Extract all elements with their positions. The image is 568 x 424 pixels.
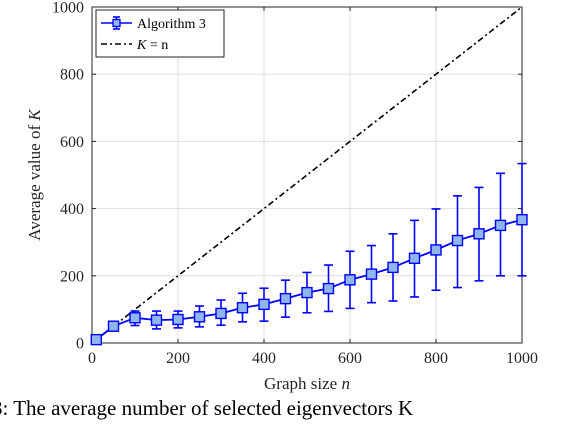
series-markers bbox=[90, 213, 528, 346]
x-axis-label: Graph size n bbox=[264, 374, 350, 393]
y-tick-label: 400 bbox=[60, 201, 84, 218]
data-point-marker bbox=[279, 292, 292, 305]
data-point-marker bbox=[322, 282, 335, 295]
x-tick-label: 600 bbox=[338, 350, 362, 367]
axis-ticks: 0 200 400 600 800 1000 0 200 400 600 800 1000 bbox=[52, 0, 538, 367]
y-tick-label: 800 bbox=[60, 67, 84, 84]
data-point-marker bbox=[129, 312, 141, 324]
data-point-marker bbox=[408, 252, 421, 265]
legend-label-algorithm-3: Algorithm 3 bbox=[137, 17, 206, 32]
data-point-marker bbox=[172, 313, 184, 326]
data-point-marker bbox=[90, 333, 103, 346]
data-point-marker bbox=[236, 302, 249, 314]
data-point-marker bbox=[494, 219, 507, 232]
data-point-marker bbox=[301, 286, 313, 299]
data-point-marker bbox=[473, 228, 485, 240]
x-tick-label: 800 bbox=[424, 350, 448, 367]
y-axis-label: Average value of K bbox=[25, 108, 44, 241]
figure-caption: 3: The average number of selected eigenv… bbox=[0, 396, 414, 420]
data-point-marker bbox=[430, 244, 442, 256]
x-tick-label: 200 bbox=[166, 350, 190, 367]
chart: 0 200 400 600 800 1000 0 200 400 600 800 1000 Graph… bbox=[25, 0, 538, 393]
data-point-marker bbox=[150, 314, 163, 326]
y-tick-label: 200 bbox=[60, 268, 84, 285]
data-point-marker bbox=[344, 274, 356, 286]
legend-box bbox=[95, 9, 225, 58]
data-point-marker bbox=[387, 261, 399, 274]
x-tick-label: 1000 bbox=[506, 350, 538, 367]
y-tick-label: 1000 bbox=[52, 0, 84, 17]
legend-label-k-equals-n: K = n bbox=[136, 38, 168, 53]
data-point-marker bbox=[516, 213, 528, 226]
data-point-marker bbox=[365, 268, 378, 280]
y-tick-label: 600 bbox=[60, 134, 84, 151]
data-point-marker bbox=[451, 234, 464, 247]
error-bars bbox=[91, 162, 527, 342]
data-point-marker bbox=[258, 298, 270, 311]
legend-swatch-algorithm-3 bbox=[101, 16, 132, 30]
data-point-marker bbox=[193, 311, 206, 323]
y-tick-label: 0 bbox=[76, 336, 84, 353]
legend: Algorithm 3 K = n bbox=[95, 9, 225, 58]
x-tick-label: 0 bbox=[88, 350, 96, 367]
data-point-marker bbox=[107, 320, 120, 332]
data-point-marker bbox=[215, 307, 227, 320]
x-tick-label: 400 bbox=[252, 350, 276, 367]
